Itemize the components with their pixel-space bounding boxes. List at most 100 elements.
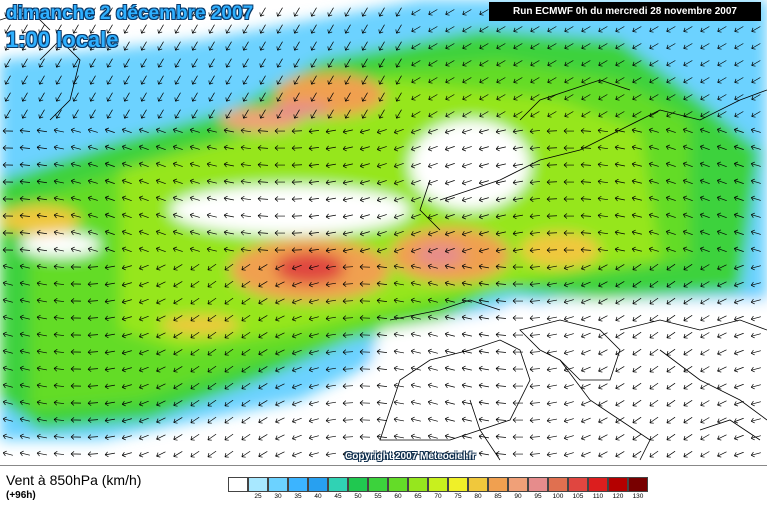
wind-arrow-icon xyxy=(683,43,693,50)
wind-arrow-icon xyxy=(36,246,47,253)
wind-arrow-icon xyxy=(308,349,319,356)
wind-arrow-icon xyxy=(512,417,524,423)
wind-arrow-icon xyxy=(206,246,217,253)
wind-arrow-icon xyxy=(36,382,47,389)
wind-arrow-icon xyxy=(225,41,232,51)
wind-arrow-icon xyxy=(224,348,234,356)
wind-arrow-icon xyxy=(293,41,300,51)
wind-arrow-icon xyxy=(191,92,198,102)
wind-arrow-icon xyxy=(478,399,489,406)
legend-label: 120 xyxy=(612,493,624,500)
wind-arrow-icon xyxy=(648,178,659,185)
wind-arrow-icon xyxy=(342,247,353,254)
wind-arrow-icon xyxy=(89,109,96,119)
wind-arrow-icon xyxy=(649,77,659,84)
wind-arrow-icon xyxy=(580,230,592,236)
wind-arrow-icon xyxy=(155,195,166,202)
wind-arrow-icon xyxy=(717,366,727,373)
wind-arrow-icon xyxy=(445,94,455,101)
wind-arrow-icon xyxy=(750,127,761,133)
wind-arrow-icon xyxy=(342,332,354,338)
wind-arrow-icon xyxy=(276,75,283,85)
wind-arrow-icon xyxy=(19,196,31,202)
wind-arrow-icon xyxy=(547,60,557,67)
wind-arrow-icon xyxy=(190,331,200,339)
wind-arrow-icon xyxy=(275,281,285,288)
wind-arrow-icon xyxy=(495,400,507,406)
wind-arrow-icon xyxy=(614,178,625,185)
wind-arrow-icon xyxy=(479,77,489,84)
wind-arrow-icon xyxy=(87,127,98,133)
wind-arrow-icon xyxy=(410,280,421,287)
wind-arrow-icon xyxy=(257,213,269,219)
wind-arrow-icon xyxy=(462,60,472,67)
wind-arrow-icon xyxy=(479,111,489,118)
wind-arrow-icon xyxy=(140,92,147,102)
wind-arrow-icon xyxy=(121,229,132,236)
wind-arrow-icon xyxy=(206,127,217,134)
wind-arrow-icon xyxy=(359,349,371,355)
legend-swatch xyxy=(548,477,568,492)
wind-arrow-icon xyxy=(19,145,31,151)
wind-arrow-icon xyxy=(563,383,574,390)
wind-arrow-icon xyxy=(106,109,113,119)
wind-arrow-icon xyxy=(308,281,319,288)
wind-arrow-icon xyxy=(393,129,404,135)
wind-arrow-icon xyxy=(649,348,659,356)
wind-arrow-icon xyxy=(70,349,82,355)
wind-arrow-icon xyxy=(292,366,302,373)
wind-arrow-icon xyxy=(734,349,744,356)
wind-arrow-icon xyxy=(87,417,99,423)
wind-arrow-icon xyxy=(359,264,371,270)
wind-arrow-icon xyxy=(648,161,659,168)
wind-arrow-icon xyxy=(666,26,676,33)
wind-arrow-icon xyxy=(225,109,232,119)
wind-arrow-icon xyxy=(393,331,404,338)
wind-arrow-icon xyxy=(479,26,489,33)
wind-arrow-icon xyxy=(598,264,608,271)
wind-arrow-icon xyxy=(563,298,574,305)
wind-arrow-icon xyxy=(427,162,438,169)
wind-arrow-icon xyxy=(274,213,286,219)
wind-arrow-icon xyxy=(190,365,200,373)
wind-arrow-icon xyxy=(2,179,14,185)
wind-arrow-icon xyxy=(55,109,62,119)
wind-arrow-icon xyxy=(512,434,524,440)
wind-arrow-icon xyxy=(597,161,608,168)
wind-arrow-icon xyxy=(2,162,14,168)
wind-arrow-icon xyxy=(225,7,232,17)
wind-arrow-icon xyxy=(223,246,234,253)
wind-arrow-icon xyxy=(682,161,693,168)
wind-arrow-icon xyxy=(206,178,217,185)
wind-arrow-icon xyxy=(734,264,744,271)
wind-arrow-icon xyxy=(224,314,234,322)
wind-arrow-icon xyxy=(631,195,642,202)
wind-arrow-icon xyxy=(513,77,523,84)
wind-arrow-icon xyxy=(156,281,166,288)
wind-arrow-icon xyxy=(140,58,147,68)
wind-arrow-icon xyxy=(276,58,283,68)
wind-arrow-icon xyxy=(258,332,268,339)
wind-arrow-icon xyxy=(257,196,269,202)
wind-arrow-icon xyxy=(581,315,591,322)
wind-arrow-icon xyxy=(580,145,592,151)
wind-arrow-icon xyxy=(461,348,472,355)
wind-arrow-icon xyxy=(700,451,710,458)
wind-arrow-icon xyxy=(106,75,113,85)
wind-arrow-icon xyxy=(581,281,591,288)
wind-arrow-icon xyxy=(70,417,82,423)
wind-arrow-icon xyxy=(733,161,744,167)
wind-arrow-icon xyxy=(327,75,334,85)
wind-arrow-icon xyxy=(478,179,489,186)
wind-arrow-icon xyxy=(274,179,286,185)
wind-arrow-icon xyxy=(241,348,251,356)
wind-arrow-icon xyxy=(55,41,62,51)
wind-arrow-icon xyxy=(190,416,200,424)
wind-arrow-icon xyxy=(496,60,506,67)
wind-arrow-icon xyxy=(241,365,251,373)
wind-arrow-icon xyxy=(257,145,269,151)
wind-arrow-icon xyxy=(156,400,166,407)
wind-arrow-icon xyxy=(359,196,370,203)
wind-arrow-icon xyxy=(241,416,251,424)
wind-arrow-icon xyxy=(106,92,113,102)
